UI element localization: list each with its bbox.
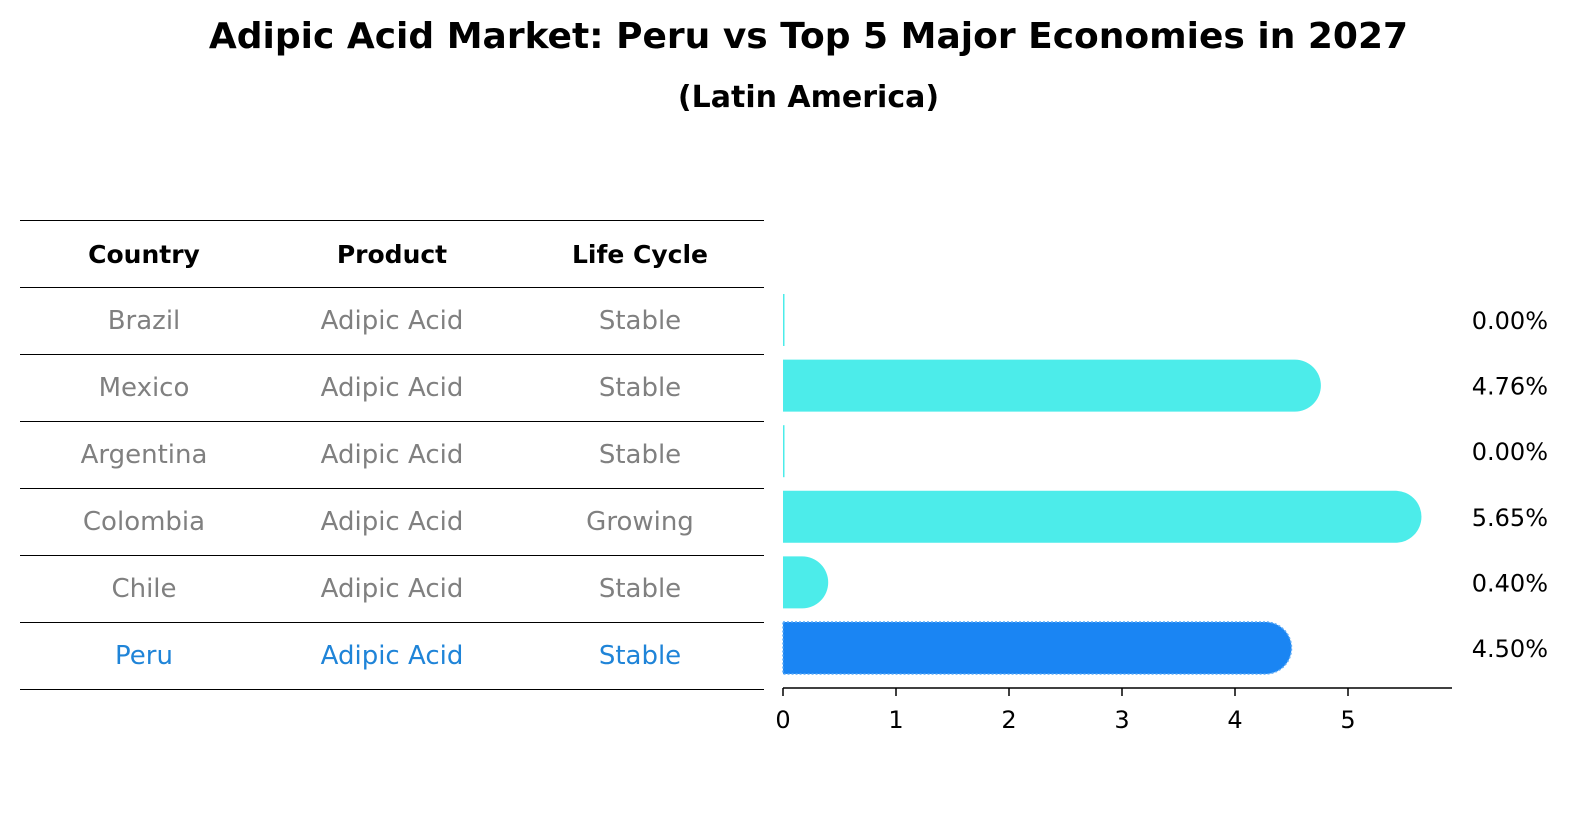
life-cycle-cell: Growing [586,507,694,537]
header-country: Country [88,239,200,269]
bar [783,490,1422,543]
life-cycle-cell: Stable [598,373,682,403]
life-cycle-cell: Stable [598,306,682,336]
product-cell: Adipic Acid [320,306,464,336]
value-label: 0.00% [1472,438,1548,466]
table-row-highlighted: Peru Adipic Acid Stable [20,622,764,690]
country-cell: Argentina [80,440,208,470]
country-cell: Mexico [98,373,190,403]
product-cell: Adipic Acid [320,641,464,671]
bar [783,359,1321,412]
life-cycle-cell: Stable [598,574,682,604]
x-tick-label: 4 [1227,706,1242,734]
table-row: Colombia Adipic Acid Growing [20,488,764,555]
value-label: 4.50% [1472,635,1548,663]
country-cell: Peru [115,641,173,671]
x-tick-label: 2 [1001,706,1016,734]
value-label: 0.40% [1472,569,1548,597]
value-label: 0.00% [1472,307,1548,335]
table-row: Chile Adipic Acid Stable [20,555,764,622]
country-cell: Colombia [82,507,206,537]
header-product: Product [336,239,448,269]
product-cell: Adipic Acid [320,574,464,604]
table-header-row: Country Product Life Cycle [20,220,764,287]
bar [783,556,829,609]
product-cell: Adipic Acid [320,507,464,537]
life-cycle-cell: Stable [598,641,682,671]
chart-subtitle: (Latin America) [677,80,940,115]
value-label: 5.65% [1472,504,1548,532]
header-life-cycle: Life Cycle [571,239,709,269]
product-cell: Adipic Acid [320,373,464,403]
data-table: Country Product Life Cycle Brazil Adipic… [20,220,764,690]
table-row: Brazil Adipic Acid Stable [20,287,764,354]
bar [783,425,785,478]
country-cell: Brazil [107,306,181,336]
x-tick-label: 1 [888,706,903,734]
x-tick-label: 5 [1340,706,1355,734]
product-cell: Adipic Acid [320,440,464,470]
bar [783,294,785,346]
x-tick-label: 0 [775,706,790,734]
value-label: 4.76% [1472,373,1548,401]
x-tick-label: 3 [1114,706,1129,734]
bar [782,621,1293,675]
country-cell: Chile [111,574,177,604]
life-cycle-cell: Stable [598,440,682,470]
chart-title: Adipic Acid Market: Peru vs Top 5 Major … [208,16,1409,57]
table-row: Argentina Adipic Acid Stable [20,421,764,488]
table-row: Mexico Adipic Acid Stable [20,354,764,421]
